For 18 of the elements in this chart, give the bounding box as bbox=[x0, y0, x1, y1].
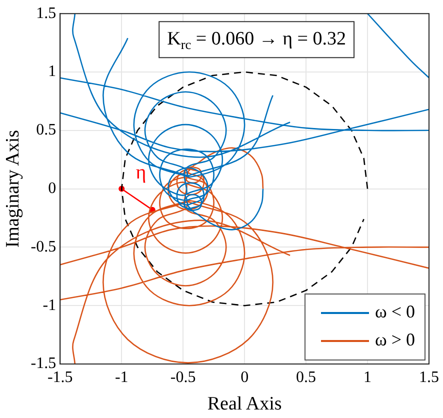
y-tick-label: 1.5 bbox=[36, 4, 56, 22]
y-tick-label: 0.5 bbox=[36, 122, 56, 139]
y-tick-label: 0 bbox=[48, 180, 56, 198]
x-tick-label: 0.5 bbox=[296, 368, 316, 386]
legend-label: ω > 0 bbox=[375, 330, 415, 350]
x-tick-label: -0.5 bbox=[170, 368, 196, 386]
y-tick-label: 1 bbox=[48, 63, 56, 80]
y-tick-label: -0.5 bbox=[30, 238, 56, 256]
legend-label: ω < 0 bbox=[375, 302, 415, 322]
x-tick-label: 1 bbox=[364, 368, 372, 386]
x-tick-label: -1 bbox=[114, 368, 128, 386]
x-tick-label: 1.5 bbox=[419, 368, 439, 386]
x-axis-title: Real Axis bbox=[207, 394, 282, 415]
y-tick-label: -1.5 bbox=[30, 355, 56, 372]
y-axis-title: Imaginary Axis bbox=[2, 130, 24, 248]
x-tick-label: 0 bbox=[240, 368, 249, 386]
annotation: η bbox=[136, 162, 146, 184]
y-tick-label: -1 bbox=[42, 296, 56, 314]
